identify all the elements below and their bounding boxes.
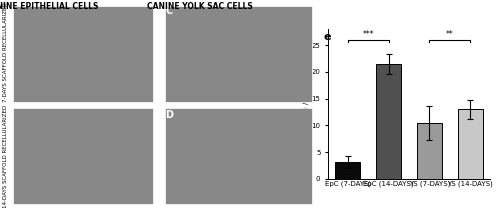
- Bar: [336, 162, 360, 179]
- Text: CANINE YOLK SAC CELLS: CANINE YOLK SAC CELLS: [148, 2, 253, 11]
- Text: 14-DAYS SCAFFOLD RECELLULARIZED: 14-DAYS SCAFFOLD RECELLULARIZED: [3, 104, 8, 208]
- Bar: [12, 108, 152, 204]
- Text: **: **: [446, 30, 454, 39]
- Y-axis label: Total gDNA (ng) / mg from tissue: Total gDNA (ng) / mg from tissue: [302, 47, 308, 161]
- Text: A: A: [6, 6, 14, 16]
- Bar: [12, 6, 152, 102]
- Text: ***: ***: [362, 30, 374, 39]
- Text: CANINE EPITHELIAL CELLS: CANINE EPITHELIAL CELLS: [0, 2, 98, 11]
- Bar: [166, 108, 312, 204]
- Bar: [376, 64, 401, 179]
- Bar: [166, 6, 312, 102]
- Text: e: e: [323, 32, 330, 42]
- Text: B: B: [6, 110, 14, 120]
- Bar: [458, 109, 482, 179]
- Text: D: D: [166, 110, 173, 120]
- Text: C: C: [166, 6, 172, 16]
- Text: 7-DAYS SCAFFOLD RECELLULARIZED: 7-DAYS SCAFFOLD RECELLULARIZED: [3, 2, 8, 102]
- Bar: [417, 123, 442, 179]
